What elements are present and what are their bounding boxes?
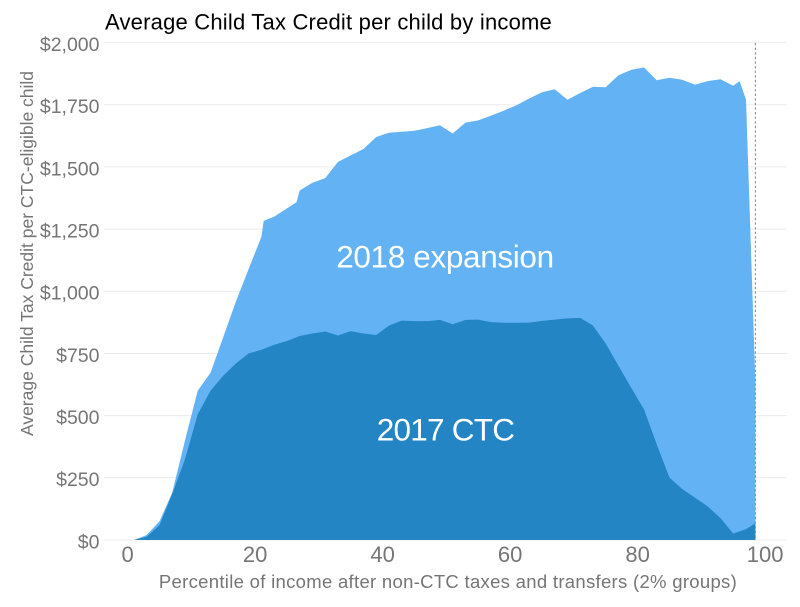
svg-text:$2,000: $2,000	[40, 34, 100, 56]
svg-text:$1,000: $1,000	[40, 283, 100, 305]
svg-text:Average Child Tax Credit per c: Average Child Tax Credit per child by in…	[105, 10, 552, 35]
svg-text:80: 80	[625, 542, 649, 567]
svg-text:Percentile of income after non: Percentile of income after non-CTC taxes…	[159, 571, 737, 592]
svg-text:2018 expansion: 2018 expansion	[336, 238, 554, 274]
svg-text:60: 60	[498, 542, 522, 567]
svg-text:$1,250: $1,250	[40, 220, 100, 242]
svg-text:20: 20	[243, 542, 267, 567]
svg-text:$500: $500	[56, 407, 100, 429]
svg-text:40: 40	[370, 542, 394, 567]
svg-text:2017 CTC: 2017 CTC	[377, 411, 515, 447]
svg-text:$0: $0	[78, 531, 100, 553]
svg-text:Average Child Tax Credit per C: Average Child Tax Credit per CTC-eligibl…	[17, 71, 37, 436]
svg-text:100: 100	[747, 542, 784, 567]
svg-text:$1,500: $1,500	[40, 158, 100, 180]
svg-text:$1,750: $1,750	[40, 96, 100, 118]
svg-text:0: 0	[121, 542, 133, 567]
svg-text:$750: $750	[56, 345, 100, 367]
svg-text:$250: $250	[56, 469, 100, 491]
